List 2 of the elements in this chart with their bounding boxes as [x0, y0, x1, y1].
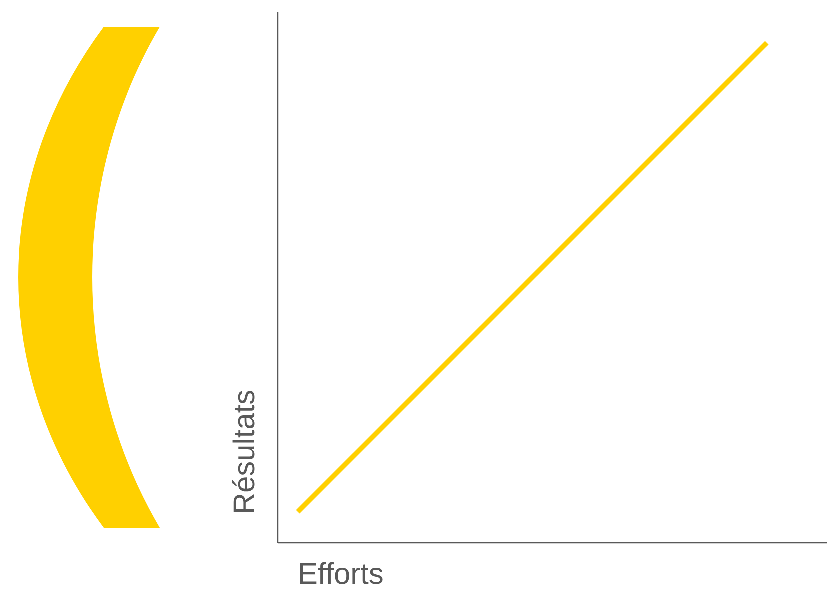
y-axis-title: Résultats	[232, 391, 255, 512]
x-axis-title: Efforts	[300, 562, 383, 584]
